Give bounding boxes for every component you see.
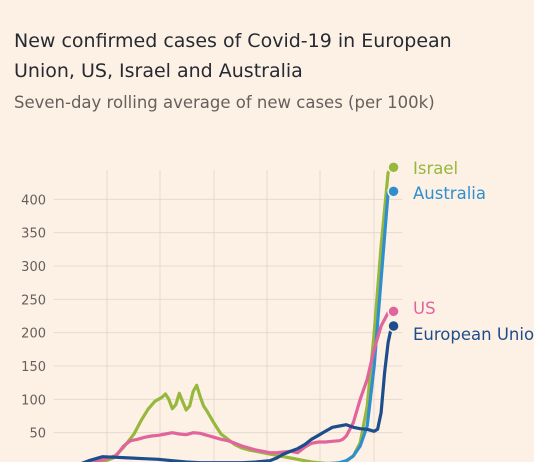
- y-tick-label: 200: [21, 327, 46, 342]
- series-label: US: [413, 299, 436, 318]
- series-end-marker: [387, 161, 400, 174]
- series-end-marker: [387, 305, 400, 318]
- chart-subtitle: Seven-day rolling average of new cases (…: [14, 93, 435, 112]
- y-tick-label: 400: [21, 193, 46, 208]
- series-lines: [80, 165, 394, 462]
- y-tick-label: 350: [21, 227, 46, 242]
- series-line-israel: [91, 165, 394, 462]
- y-tick-label: 100: [21, 393, 46, 408]
- series-label: Israel: [413, 159, 458, 178]
- y-tick-label: 300: [21, 260, 46, 275]
- chart-title: New confirmed cases of Covid-19 in Europ…: [14, 30, 452, 82]
- y-axis: 50 100 150 200 250 300 350 400: [21, 193, 46, 441]
- series-line-european-union: [80, 324, 394, 462]
- series-end-marker: [387, 185, 400, 198]
- series-end-marker: [387, 319, 400, 333]
- y-tick-label: 150: [21, 360, 46, 375]
- y-tick-label: 50: [29, 427, 46, 442]
- y-tick-label: 250: [21, 293, 46, 308]
- series-label: Australia: [413, 184, 486, 203]
- series-line-us: [86, 309, 394, 462]
- series-end-markers: [387, 161, 400, 333]
- gridlines: [54, 170, 402, 462]
- series-labels: Israel Australia US European Union: [413, 159, 534, 344]
- series-line-australia: [329, 189, 394, 462]
- series-label: European Union: [413, 325, 534, 344]
